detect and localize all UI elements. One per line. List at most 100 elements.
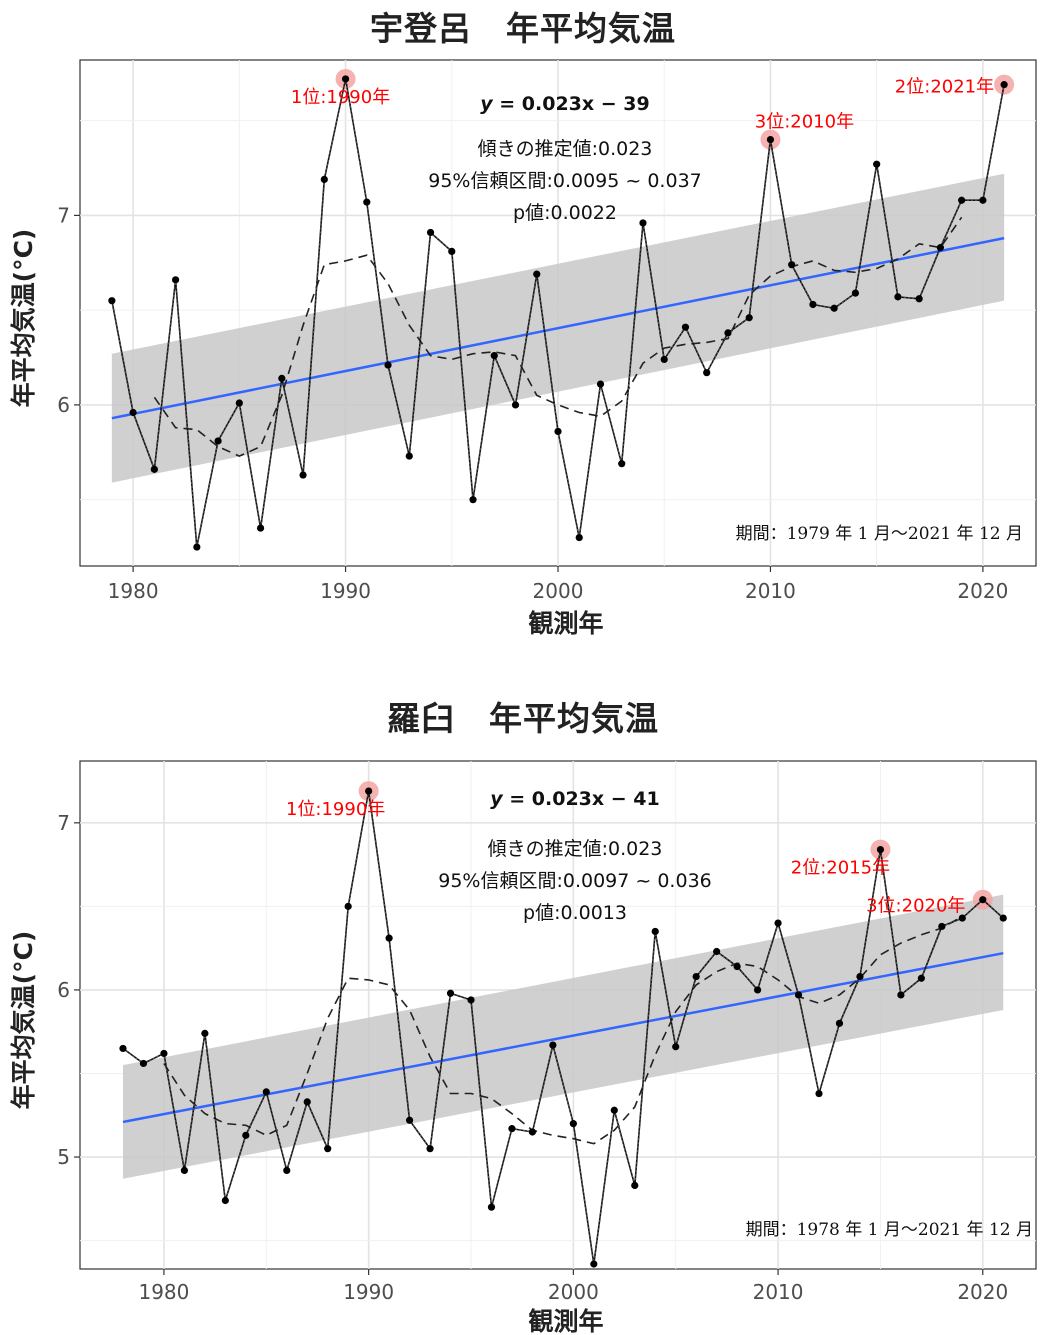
- data-point: [256, 524, 265, 532]
- ci-annotation: 95%信頼区間:0.0097 ~ 0.036: [438, 870, 712, 892]
- chart-title: 羅臼 年平均気温: [387, 699, 659, 738]
- data-point: [180, 1166, 189, 1175]
- data-point: [788, 261, 796, 269]
- data-point: [774, 919, 782, 927]
- data-point: [639, 219, 647, 227]
- data-point: [201, 1029, 209, 1037]
- data-point: [958, 196, 966, 204]
- data-point: [692, 972, 700, 981]
- annual-series-line-dotted: [122, 791, 1004, 1265]
- data-point: [753, 986, 762, 994]
- data-point: [894, 293, 902, 301]
- highlight-label: 1位:1990年: [291, 87, 390, 108]
- x-axis-title: 観測年: [528, 609, 603, 638]
- data-point: [672, 1043, 680, 1051]
- data-point: [876, 845, 885, 854]
- chart-rausu: 羅臼 年平均気温 1位:1990年 2位:2015年 3位:2020年 y = 0.0…: [0, 690, 1046, 1335]
- x-axis-title: 観測年: [528, 1307, 603, 1335]
- highlight-label: 2位:2021年: [895, 77, 994, 98]
- y-tick-label: 6: [57, 978, 70, 1002]
- data-point: [873, 160, 881, 168]
- data-point: [897, 991, 905, 999]
- x-tick-label: 2000: [533, 579, 584, 603]
- data-point: [108, 297, 116, 305]
- y-tick-label: 5: [57, 1145, 70, 1169]
- x-tick-label: 2000: [548, 1280, 599, 1304]
- data-point: [139, 1059, 148, 1068]
- period-note: 期間：1979 年 1 月～2021 年 12 月: [736, 524, 1023, 544]
- data-point: [469, 496, 477, 504]
- data-point: [426, 228, 435, 237]
- regression-equation: y = 0.023x − 41: [490, 788, 659, 810]
- equation-body: = 0.023x − 41: [503, 788, 660, 810]
- data-point: [979, 196, 987, 204]
- data-point: [426, 1145, 434, 1153]
- data-point: [344, 902, 352, 910]
- y-tick-label: 7: [57, 811, 70, 835]
- data-point: [569, 1120, 577, 1128]
- x-tick-label: 2010: [745, 579, 796, 603]
- data-point: [745, 314, 753, 322]
- data-point: [979, 896, 987, 904]
- data-point: [610, 1106, 618, 1114]
- data-point: [733, 962, 741, 971]
- chart-utoro: 宇登呂 年平均気温 1位:1990年 2位:2021年 3位:2010年 y = 0.…: [0, 0, 1046, 650]
- data-point: [119, 1044, 127, 1053]
- trend-line: [111, 236, 1005, 420]
- data-point: [794, 991, 803, 999]
- data-point: [766, 135, 775, 144]
- data-point: [129, 408, 137, 417]
- data-point: [575, 533, 583, 542]
- data-point: [385, 934, 393, 942]
- ci-annotation: 95%信頼区間:0.0095 ~ 0.037: [428, 170, 702, 192]
- data-point: [172, 276, 180, 284]
- data-point: [724, 329, 732, 337]
- data-point: [511, 401, 520, 409]
- data-point: [193, 543, 201, 551]
- data-point: [618, 460, 626, 468]
- data-point: [681, 323, 690, 331]
- data-point: [809, 300, 817, 309]
- y-tick-label: 6: [57, 393, 70, 417]
- highlight-label: 2位:2015年: [791, 858, 890, 879]
- data-point: [835, 1019, 844, 1027]
- x-tick-label: 2010: [753, 1280, 804, 1304]
- data-point: [917, 974, 925, 982]
- data-point: [221, 1196, 229, 1205]
- highlight-label: 3位:2020年: [866, 896, 965, 917]
- data-point: [703, 369, 711, 377]
- data-point: [448, 247, 456, 256]
- chart-svg-utoro: 1位:1990年 2位:2021年 3位:2010年 y = 0.023x − 39 傾…: [9, 59, 1037, 638]
- y-axis-title: 年平均気温(°C): [9, 931, 38, 1110]
- x-tick-label: 1980: [108, 579, 159, 603]
- p-value-annotation: p値:0.0022: [513, 202, 617, 224]
- data-point: [958, 914, 966, 922]
- data-point: [262, 1088, 270, 1096]
- moving-average-line: [163, 915, 963, 1145]
- x-tick-label: 1990: [320, 579, 371, 603]
- regression-equation: y = 0.023x − 39: [480, 93, 649, 115]
- data-point: [283, 1166, 291, 1175]
- chart-svg-rausu: 1位:1990年 2位:2015年 3位:2020年 y = 0.023x − 41 傾…: [9, 760, 1037, 1335]
- y-tick-label: 7: [57, 203, 70, 227]
- data-point: [299, 471, 307, 479]
- period-note: 期間：1978 年 1 月～2021 年 12 月: [746, 1220, 1033, 1240]
- data-point: [320, 175, 328, 183]
- data-point: [554, 427, 562, 436]
- slope-annotation: 傾きの推定値:0.023: [488, 838, 663, 860]
- data-point: [660, 355, 668, 364]
- equation-y: y: [490, 788, 504, 810]
- equation-body: = 0.023x − 39: [493, 93, 650, 115]
- data-point: [713, 947, 721, 956]
- highlight-label: 1位:1990年: [286, 799, 385, 820]
- data-point: [150, 465, 158, 473]
- data-point: [508, 1125, 516, 1133]
- y-axis-title: 年平均気温(°C): [9, 229, 38, 408]
- moving-average-line: [153, 216, 963, 457]
- data-point: [533, 270, 541, 278]
- data-point: [160, 1049, 168, 1058]
- data-point: [938, 922, 946, 931]
- data-point: [467, 996, 475, 1004]
- data-point: [405, 1116, 414, 1124]
- data-point: [324, 1145, 332, 1153]
